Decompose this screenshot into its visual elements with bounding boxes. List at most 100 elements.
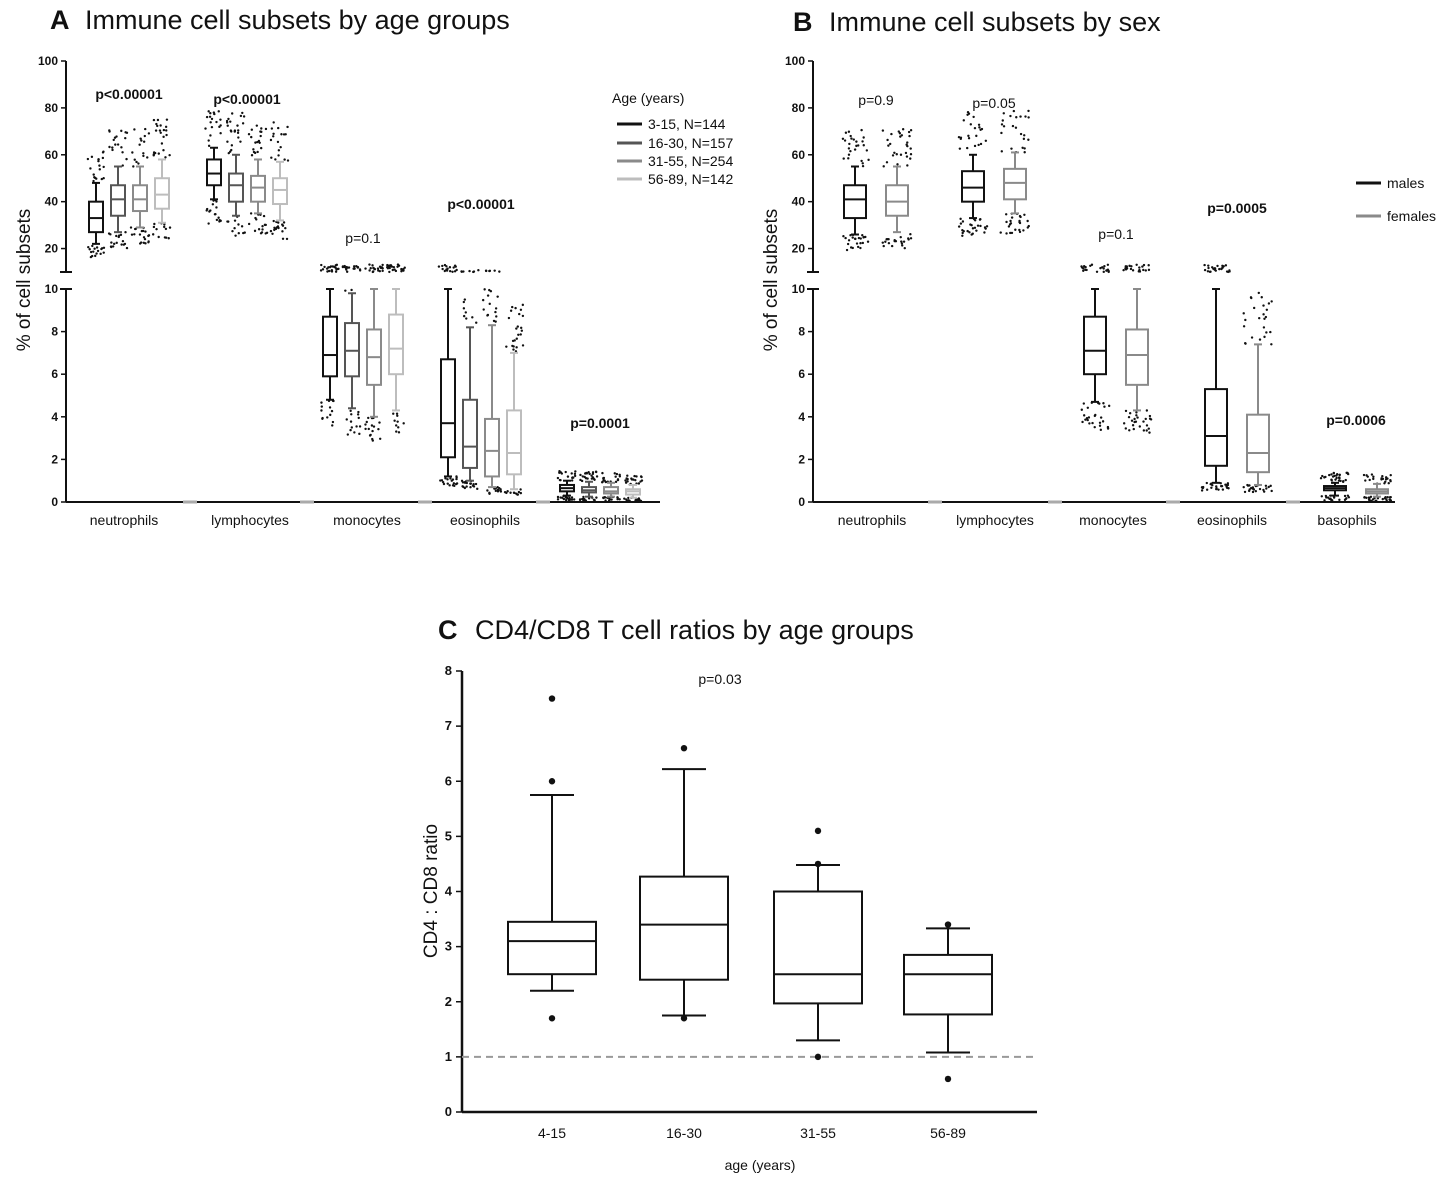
outlier-point xyxy=(680,1015,688,1022)
outlier-dot xyxy=(167,237,170,240)
outlier-dot xyxy=(1326,496,1330,499)
outlier-dot xyxy=(87,245,90,249)
outlier-dot xyxy=(1262,326,1266,329)
outlier-dot xyxy=(125,246,129,250)
outlier-dot xyxy=(1022,137,1026,141)
outlier-dot xyxy=(236,131,240,135)
outlier-dot xyxy=(1023,134,1026,137)
outlier-dot xyxy=(971,232,974,235)
outlier-dot xyxy=(1082,402,1086,405)
outlier-dot xyxy=(154,129,158,132)
outlier-dot xyxy=(120,243,123,246)
y-tick-label: 10 xyxy=(792,282,806,296)
outlier-dot xyxy=(133,227,137,231)
outlier-dot xyxy=(1372,477,1375,481)
outlier-dot xyxy=(345,265,348,269)
outlier-dot xyxy=(1019,115,1022,118)
outlier-dot xyxy=(350,413,353,416)
outlier-dot xyxy=(1242,325,1246,328)
outlier-dot xyxy=(562,497,566,501)
outlier-dot xyxy=(92,179,95,183)
outlier-dot xyxy=(320,409,323,412)
x-category-label: neutrophils xyxy=(838,512,907,528)
outlier-dot xyxy=(1225,485,1228,488)
outlier-dot xyxy=(1098,402,1101,405)
outlier-dot xyxy=(628,499,631,503)
outlier-dot xyxy=(468,269,471,273)
outlier-dot xyxy=(217,216,220,219)
outlier-dot xyxy=(1200,486,1204,489)
outlier-dot xyxy=(282,221,286,224)
outlier-dot xyxy=(443,269,447,273)
box xyxy=(132,184,148,213)
outlier-dot xyxy=(1262,313,1265,316)
outlier-dot xyxy=(142,236,146,239)
outlier-dot xyxy=(281,223,284,226)
outlier-dot xyxy=(277,149,281,152)
p-value-label: p=0.1 xyxy=(1098,226,1134,242)
outlier-dot xyxy=(1221,264,1224,268)
outlier-dot xyxy=(1136,416,1139,419)
outlier-dot xyxy=(855,144,858,148)
outlier-dot xyxy=(885,238,888,241)
outlier-dot xyxy=(261,228,264,231)
p-value-label: p=0.0006 xyxy=(1326,412,1386,428)
outlier-dot xyxy=(488,302,491,306)
outlier-dot xyxy=(898,132,902,135)
outlier-dot xyxy=(219,118,222,121)
outlier-dot xyxy=(978,218,982,221)
y-tick-label: 100 xyxy=(38,54,58,68)
outlier-dot xyxy=(327,269,331,273)
outlier-dot xyxy=(400,269,404,272)
outlier-dot xyxy=(121,239,125,243)
outlier-dot xyxy=(1095,270,1099,274)
outlier-dot xyxy=(1328,473,1331,477)
outlier-dot xyxy=(236,124,239,127)
outlier-dot xyxy=(250,128,254,131)
outlier-dot xyxy=(975,229,978,232)
outlier-dot xyxy=(1334,478,1337,481)
outlier-dot xyxy=(465,485,468,488)
outlier-dot xyxy=(1244,318,1247,322)
outlier-dot xyxy=(108,130,111,133)
outlier-dot xyxy=(861,140,864,143)
outlier-dot xyxy=(488,492,491,495)
outlier-dot xyxy=(335,263,339,267)
outlier-dot xyxy=(352,265,356,268)
outlier-dot xyxy=(1216,264,1219,268)
outlier-dot xyxy=(977,143,980,147)
panel-a-y-label: % of cell subsets xyxy=(14,209,35,352)
outlier-dot xyxy=(378,421,381,424)
y-tick-label: 2 xyxy=(798,452,805,466)
outlier-dot xyxy=(91,244,94,248)
box xyxy=(110,184,126,217)
outlier-dot xyxy=(584,477,588,480)
outlier-dot xyxy=(1270,343,1273,346)
outlier-dot xyxy=(257,228,261,231)
outlier-dot xyxy=(277,126,280,130)
outlier-dot xyxy=(237,232,240,235)
box xyxy=(903,953,993,1016)
outlier-dot xyxy=(1145,429,1148,432)
outlier-dot xyxy=(1128,429,1131,432)
outlier-dot xyxy=(376,267,380,270)
outlier-dot xyxy=(890,244,894,248)
outlier-dot xyxy=(1242,485,1245,489)
box xyxy=(843,184,867,220)
outlier-dot xyxy=(156,124,159,128)
outlier-dot xyxy=(847,130,851,133)
outlier-dot xyxy=(102,176,105,180)
outlier-dot xyxy=(142,152,145,155)
outlier-dot xyxy=(257,139,261,143)
outlier-dot xyxy=(451,478,455,481)
outlier-dot xyxy=(1242,312,1245,315)
outlier-dot xyxy=(227,151,230,155)
outlier-dot xyxy=(131,151,134,154)
outlier-dot xyxy=(92,250,95,253)
outlier-dot xyxy=(441,480,445,484)
outlier-dot xyxy=(371,439,374,442)
panel-a-letter: A xyxy=(50,5,70,35)
outlier-dot xyxy=(330,409,334,413)
outlier-dot xyxy=(230,144,234,147)
outlier-dot xyxy=(847,157,850,160)
